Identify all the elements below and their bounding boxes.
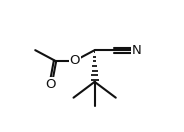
Text: O: O: [70, 54, 80, 67]
Text: O: O: [45, 78, 56, 91]
Text: N: N: [131, 44, 141, 57]
